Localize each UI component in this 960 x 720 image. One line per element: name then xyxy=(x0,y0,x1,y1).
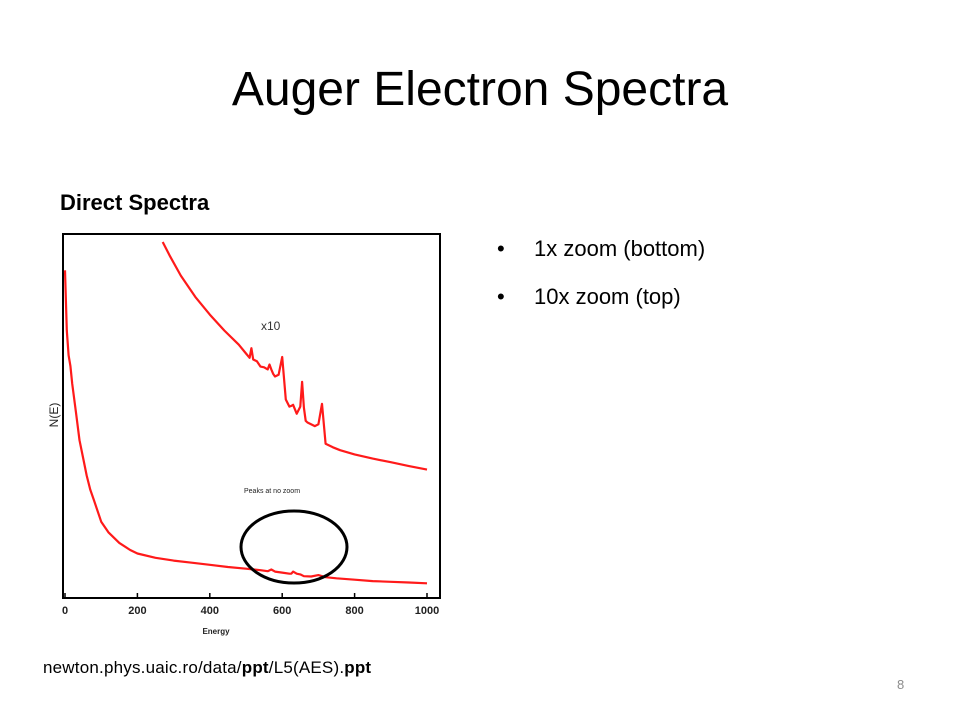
peaks-highlight-ellipse xyxy=(239,509,349,585)
bullet-list: • 1x zoom (bottom) • 10x zoom (top) xyxy=(497,237,705,333)
x-tick-label: 0 xyxy=(62,605,68,617)
x-tick-label: 800 xyxy=(345,605,363,617)
bullet-text: 1x zoom (bottom) xyxy=(534,236,706,261)
series-line-x10 xyxy=(161,241,428,471)
x-axis-label: Energy xyxy=(202,627,230,636)
annotation-peaks-label: Peaks at no zoom xyxy=(244,488,300,495)
series-line-1x xyxy=(63,270,428,585)
slide-number: 8 xyxy=(897,677,905,692)
x-tick-label: 200 xyxy=(128,605,146,617)
citation-part-bold: ppt xyxy=(344,658,372,677)
citation-part-bold: ppt xyxy=(241,658,269,677)
chart-heading: Direct Spectra xyxy=(60,190,210,215)
bullet-dot-icon: • xyxy=(497,236,505,261)
x-tick-label: 600 xyxy=(273,605,291,617)
bullet-dot-icon: • xyxy=(497,284,505,309)
plot-frame xyxy=(62,233,441,599)
annotation-x10: x10 xyxy=(261,319,281,333)
y-axis-label: N(E) xyxy=(47,403,61,428)
bullet-text: 10x zoom (top) xyxy=(534,284,681,309)
x-tick-label: 400 xyxy=(201,605,219,617)
bullet-item: • 10x zoom (top) xyxy=(497,285,705,309)
bullet-item: • 1x zoom (bottom) xyxy=(497,237,705,261)
slide-title: Auger Electron Spectra xyxy=(231,63,729,116)
citation-part: newton.phys.uaic.ro/data/ xyxy=(43,658,242,677)
source-citation: newton.phys.uaic.ro/data/ppt/L5(AES).ppt xyxy=(43,658,371,678)
citation-part: /L5(AES). xyxy=(268,658,345,677)
x-tick-label: 1000 xyxy=(415,605,439,617)
